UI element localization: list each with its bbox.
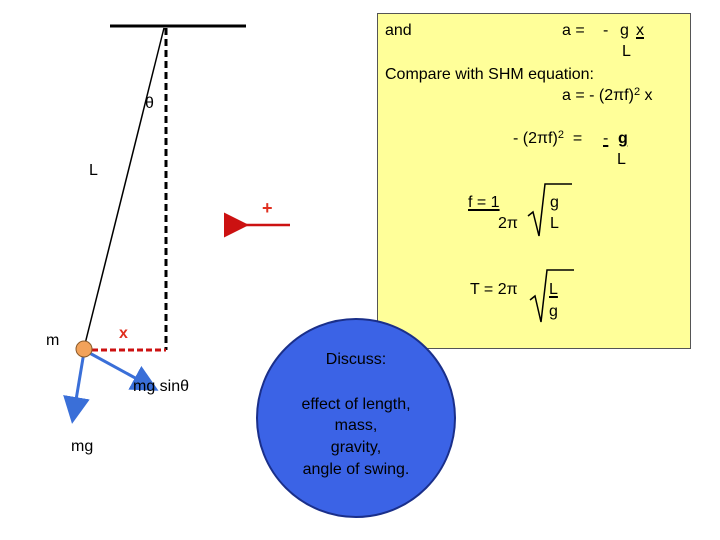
and-text: and xyxy=(385,22,412,39)
shm-equation: a = - (2πf)2 x xyxy=(562,86,653,104)
mg-force-arrow xyxy=(63,351,90,424)
period-lhs: T = 2π xyxy=(470,281,518,298)
discuss-item-angle: angle of swing. xyxy=(302,461,410,478)
discuss-item-length: effect of length, xyxy=(301,396,411,413)
equation-2-lhs: - (2πf)2 = xyxy=(513,129,583,147)
discuss-title: Discuss: xyxy=(325,351,387,368)
length-label: L xyxy=(89,162,98,179)
mg-label: mg xyxy=(71,438,94,455)
frequency-g: g xyxy=(550,194,559,211)
period-g: g xyxy=(549,303,558,320)
equation-2-g: g xyxy=(618,130,628,147)
L-denominator: L xyxy=(622,43,631,60)
discuss-item-mass: mass, xyxy=(334,417,378,434)
pendulum-bob xyxy=(75,340,93,358)
mg-sin-theta-label: mg sinθ xyxy=(133,378,190,395)
displacement-label: x xyxy=(119,325,128,342)
mg-sin-force-arrow xyxy=(83,348,159,391)
frequency-L: L xyxy=(550,215,559,232)
discuss-circle xyxy=(256,318,456,518)
minus-sign: - xyxy=(603,22,609,39)
x-numerator: x xyxy=(636,22,644,39)
frequency-lhs: f = 1 xyxy=(468,194,500,211)
theta-label: θ xyxy=(145,95,154,112)
period-L: L xyxy=(549,281,558,298)
mass-label: m xyxy=(46,332,60,349)
a-equals: a = xyxy=(562,22,585,39)
g-numerator: g xyxy=(620,22,629,39)
discuss-item-gravity: gravity, xyxy=(330,439,382,456)
compare-text: Compare with SHM equation: xyxy=(385,66,594,83)
derivation-box xyxy=(377,13,691,349)
positive-direction-label: + xyxy=(262,198,273,218)
frequency-denominator: 2π xyxy=(498,215,518,232)
equation-2-L: L xyxy=(617,151,626,168)
pendulum-string xyxy=(83,27,165,349)
equation-2-minus: - xyxy=(603,130,609,147)
